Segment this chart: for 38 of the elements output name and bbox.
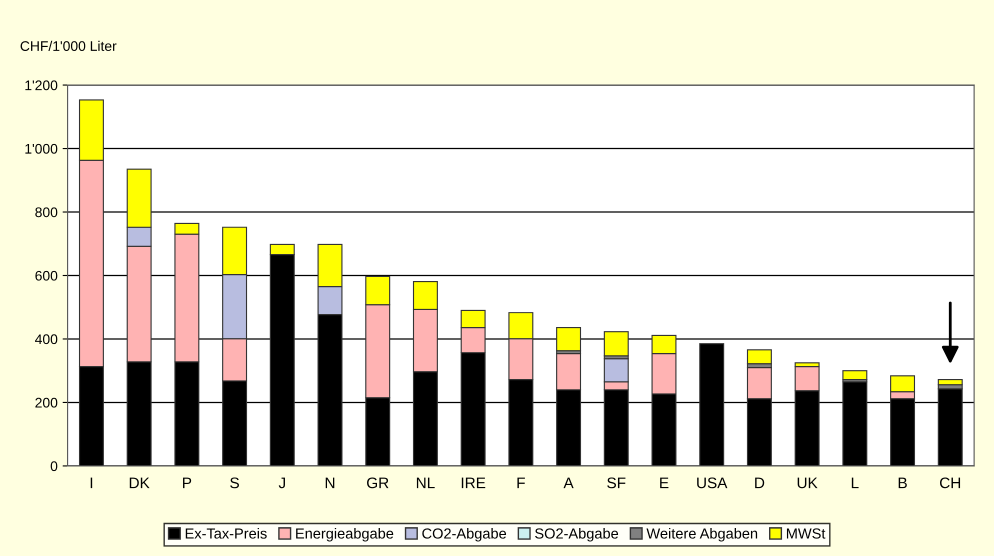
legend-label: MWSt bbox=[786, 528, 826, 539]
y-tick-label: 0 bbox=[50, 461, 58, 472]
bar bbox=[842, 370, 868, 380]
bar bbox=[938, 379, 963, 386]
legend-label: CO2-Abgabe bbox=[422, 528, 506, 542]
bar bbox=[604, 331, 629, 356]
bar bbox=[746, 349, 772, 364]
x-tick-label: I bbox=[90, 478, 92, 488]
x-tick-label: N bbox=[326, 478, 334, 488]
x-tick-label: CH bbox=[940, 477, 960, 488]
x-tick-label: DK bbox=[130, 478, 150, 488]
x-tick-label: D bbox=[755, 478, 764, 488]
x-tick-label: USA bbox=[697, 477, 728, 488]
y-tick-label: 800 bbox=[35, 207, 58, 218]
x-tick-label: B bbox=[898, 478, 907, 488]
x-tick-label: GR bbox=[367, 477, 388, 488]
y-tick-label: 400 bbox=[35, 334, 58, 344]
bar bbox=[556, 326, 582, 352]
x-tick-label: IRE bbox=[462, 478, 486, 488]
x-tick-label: A bbox=[564, 478, 574, 488]
y-tick-label: 1'200 bbox=[25, 80, 58, 90]
legend-label: Weitere Abgaben bbox=[646, 528, 758, 542]
y-tick-label: 1'000 bbox=[25, 144, 58, 154]
x-tick-label: SF bbox=[607, 477, 626, 488]
y-tick-label: 600 bbox=[35, 270, 58, 281]
x-tick-label: L bbox=[852, 478, 859, 488]
x-tick-label: J bbox=[278, 478, 285, 488]
y-axis-title: CHF/1'000 Liter bbox=[20, 40, 116, 51]
x-tick-label: NL bbox=[416, 478, 435, 488]
x-tick-label: F bbox=[517, 478, 525, 488]
y-tick-label: 200 bbox=[35, 398, 58, 408]
legend-label: Energieabgabe bbox=[296, 528, 394, 542]
x-tick-label: UK bbox=[798, 478, 818, 488]
x-tick-label: P bbox=[183, 478, 192, 488]
x-tick-label: E bbox=[660, 478, 668, 488]
legend-label: SO2-Abgabe bbox=[535, 528, 618, 542]
legend-label: Ex-Tax-Preis bbox=[186, 528, 267, 539]
x-tick-label: S bbox=[230, 477, 239, 488]
